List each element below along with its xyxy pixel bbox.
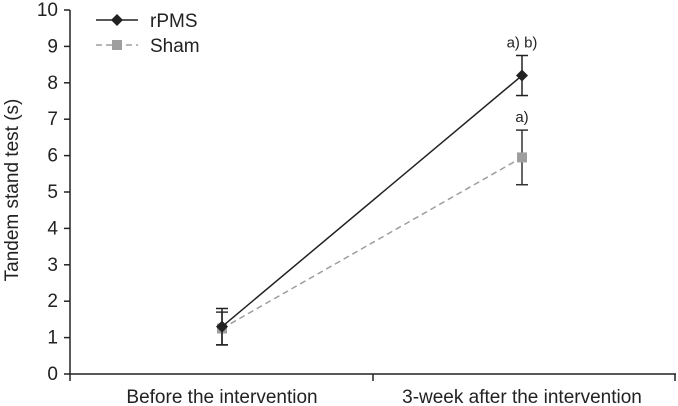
y-tick-label: 2 <box>47 291 58 312</box>
legend-item: Sham <box>96 36 200 57</box>
y-tick-label: 3 <box>47 255 58 276</box>
series-layer: a) a) b) <box>216 35 538 346</box>
y-tick-label: 6 <box>47 146 58 167</box>
y-tick-label: 10 <box>37 0 58 21</box>
legend-label: rPMS <box>150 11 198 32</box>
data-point <box>216 320 228 333</box>
series-line <box>221 156 523 330</box>
y-tick-label: 7 <box>47 109 58 130</box>
x-axis: Before the intervention 3-week after the … <box>69 373 676 406</box>
y-tick-label: 8 <box>47 73 58 94</box>
legend-marker <box>112 40 122 50</box>
significance-label: a) <box>515 109 528 126</box>
series-sham: a) <box>216 109 529 346</box>
y-tick-label: 9 <box>47 36 58 57</box>
series-rpms: a) b) <box>216 35 538 346</box>
y-tick-label: 4 <box>47 218 58 239</box>
legend-item: rPMS <box>96 11 198 32</box>
data-point <box>517 152 527 163</box>
series-line <box>221 74 523 328</box>
data-point <box>516 69 528 82</box>
y-tick-label: 0 <box>47 364 58 385</box>
x-category-label: 3-week after the intervention <box>402 387 642 406</box>
significance-label: a) b) <box>507 35 538 52</box>
legend-marker <box>111 14 123 26</box>
x-category-label: Before the intervention <box>126 387 317 406</box>
y-axis-title: Tandem stand test (s) <box>2 99 23 282</box>
y-axis: 0 1 2 3 4 5 6 7 8 9 10 <box>37 0 71 385</box>
legend: rPMS Sham <box>96 11 200 57</box>
y-tick-label: 5 <box>47 182 58 203</box>
y-tick-label: 1 <box>47 328 58 349</box>
legend-label: Sham <box>150 36 200 57</box>
